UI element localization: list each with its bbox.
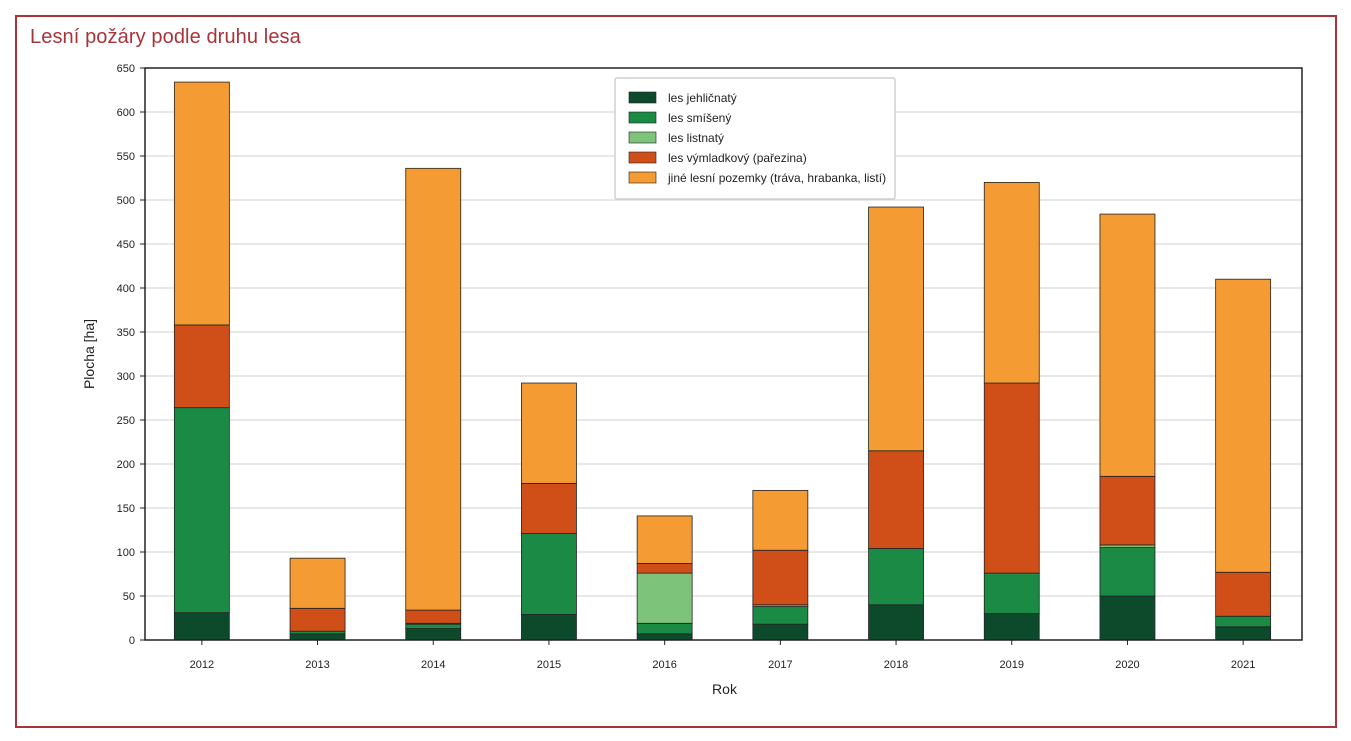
chart-title: Lesní požáry podle druhu lesa <box>30 26 301 48</box>
bar-segment <box>1099 547 1156 597</box>
y-tick-label: 400 <box>117 283 135 295</box>
bar-segment <box>636 633 693 641</box>
y-tick-label: 50 <box>123 591 135 603</box>
bar-stack-2021 <box>1215 278 1272 641</box>
bar-segment <box>1099 595 1156 641</box>
bar-segment <box>521 482 577 534</box>
legend-swatch <box>628 131 657 144</box>
y-tick-label: 450 <box>117 239 135 251</box>
bar-stack-2020 <box>1099 213 1156 641</box>
bar-stack-2013 <box>289 557 346 641</box>
bar-stack-2017 <box>752 489 809 641</box>
legend-swatch <box>628 151 657 164</box>
bar-segment <box>521 533 577 615</box>
bar-stack-2019 <box>983 181 1040 641</box>
bar-segment <box>1215 278 1272 573</box>
legend-label: les smíšený <box>668 111 731 125</box>
y-tick-label: 100 <box>117 547 135 559</box>
bar-segment <box>173 81 230 326</box>
legend-box <box>614 77 896 200</box>
bar-segment <box>405 623 462 629</box>
bar-segment <box>289 557 346 609</box>
x-tick-label: 2016 <box>652 659 676 671</box>
x-tick-label: 2014 <box>421 659 445 671</box>
legend-swatch <box>628 171 657 184</box>
bar-segment <box>1215 615 1272 628</box>
bar-stack-2015 <box>521 382 577 641</box>
bar-segment <box>983 382 1040 574</box>
bar-segment <box>983 613 1040 641</box>
bar-stack-2012 <box>173 81 230 641</box>
bar-segment <box>405 167 462 611</box>
bar-segment <box>868 450 924 549</box>
legend-swatch <box>628 91 657 104</box>
bar-segment <box>289 607 346 632</box>
bar-segment <box>173 324 230 409</box>
x-tick-label: 2019 <box>1000 659 1024 671</box>
bar-segment <box>752 549 809 606</box>
legend-label: les listnatý <box>668 131 724 145</box>
legend: les jehličnatý les smíšený les listnatý les… <box>614 77 896 200</box>
bar-segment <box>521 614 577 641</box>
x-tick-labels: 2012 2013 2014 2015 2016 2017 2018 2019 2020 2021 <box>190 640 1255 671</box>
bar-segment <box>636 622 693 635</box>
x-tick-label: 2020 <box>1115 659 1139 671</box>
bar-segment <box>1215 626 1272 641</box>
bar-segment <box>868 548 924 606</box>
x-tick-label: 2017 <box>768 659 792 671</box>
y-tick-label: 250 <box>117 415 135 427</box>
bar-segment <box>405 609 462 624</box>
y-tick-label: 600 <box>117 107 135 119</box>
bar-segment <box>1099 475 1156 546</box>
y-tick-label: 550 <box>117 151 135 163</box>
y-tick-label: 650 <box>117 63 135 75</box>
y-axis-label: Plocha [ha] <box>81 319 97 389</box>
bar-segment <box>1215 571 1272 617</box>
bar-segment <box>636 515 693 564</box>
x-axis-label: Rok <box>712 681 738 697</box>
bar-segment <box>752 489 809 551</box>
legend-swatch <box>628 111 657 124</box>
bar-segment <box>405 628 462 641</box>
y-tick-label: 200 <box>117 459 135 471</box>
y-tick-label: 350 <box>117 327 135 339</box>
bar-stack-2016 <box>636 515 693 641</box>
legend-label: les jehličnatý <box>668 91 737 105</box>
bar-segment <box>983 181 1040 384</box>
y-tick-label: 150 <box>117 503 135 515</box>
legend-label: les výmladkový (pařezina) <box>668 151 807 165</box>
y-tick-label: 300 <box>117 371 135 383</box>
chart-frame <box>15 15 1337 728</box>
bar-segment <box>173 612 230 641</box>
bar-segment <box>868 604 924 641</box>
x-tick-label: 2021 <box>1231 659 1255 671</box>
bar-segment <box>521 382 577 484</box>
axes <box>144 67 1303 641</box>
bars <box>173 81 1272 641</box>
plot-border <box>144 67 1303 641</box>
bar-segment <box>636 563 693 574</box>
bar-stack-2014 <box>405 167 462 641</box>
bar-segment <box>752 606 809 625</box>
bar-segment <box>983 572 1040 614</box>
bar-segment <box>636 572 693 624</box>
bar-segment <box>868 206 924 452</box>
bar-segment <box>173 407 230 614</box>
bar-segment <box>1099 213 1156 477</box>
bar-segment <box>752 623 809 641</box>
y-tick-labels: 0 50 100 150 200 250 300 350 400 450 500 550 600 650 <box>117 63 145 647</box>
x-tick-label: 2015 <box>537 659 561 671</box>
x-tick-label: 2012 <box>190 659 214 671</box>
bar-stack-2018 <box>868 206 924 641</box>
y-tick-label: 500 <box>117 195 135 207</box>
x-tick-label: 2013 <box>305 659 329 671</box>
legend-label: jiné lesní pozemky (tráva, hrabanka, lis… <box>667 171 886 185</box>
x-tick-label: 2018 <box>884 659 908 671</box>
bar-segment <box>289 633 346 641</box>
y-tick-label: 0 <box>129 635 135 647</box>
